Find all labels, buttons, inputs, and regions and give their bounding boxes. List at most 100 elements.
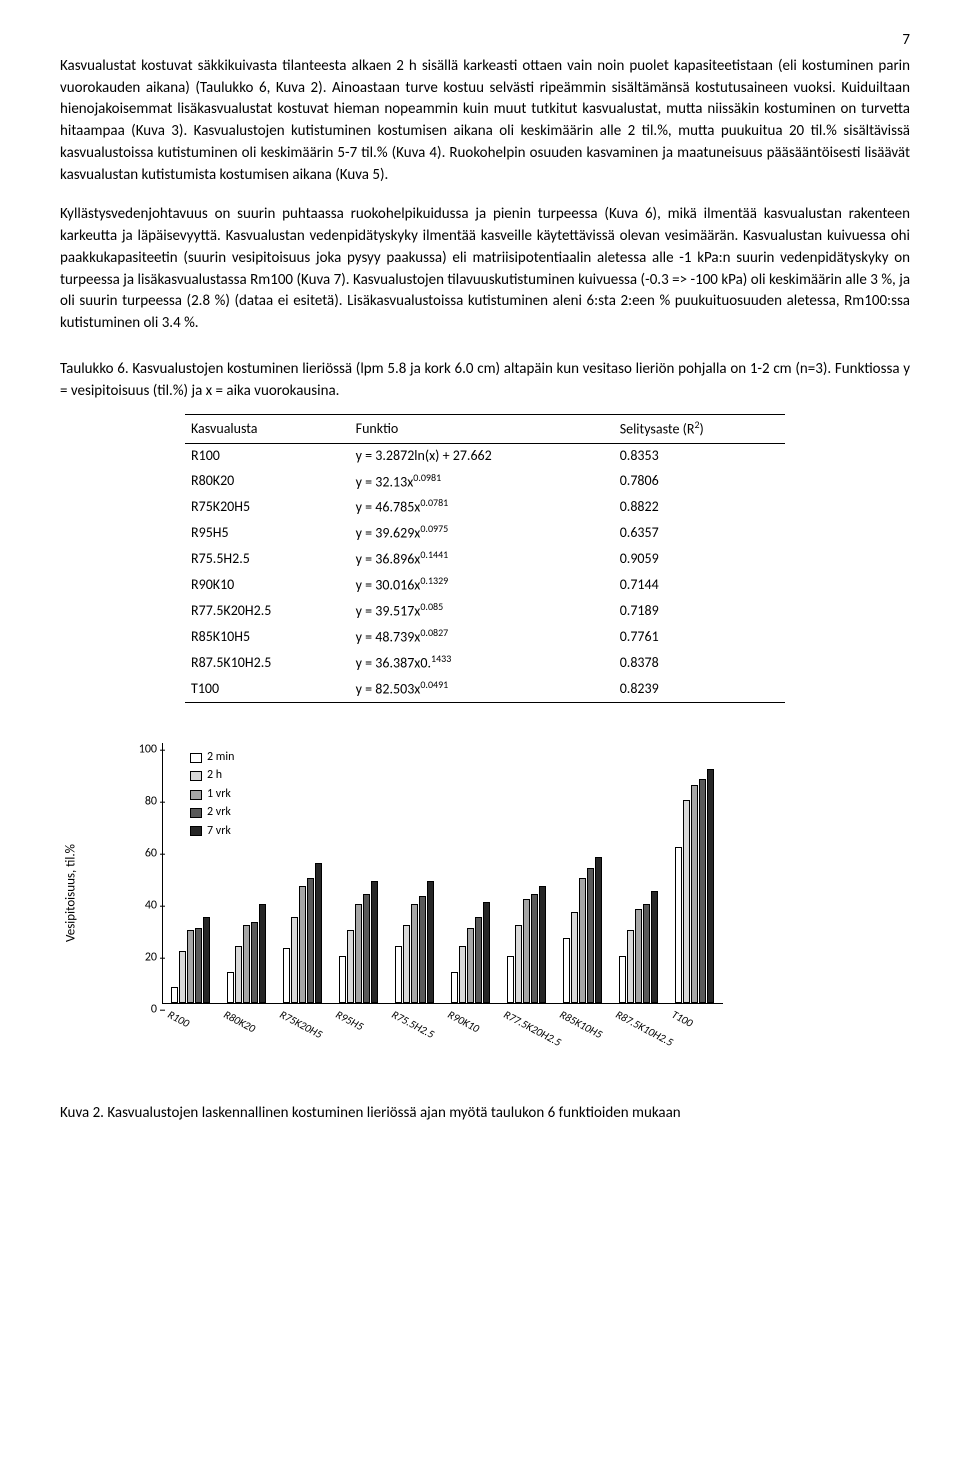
table-6: Kasvualusta Funktio Selitysaste (R2) R10… bbox=[185, 414, 785, 703]
bar bbox=[627, 930, 634, 1003]
y-tick: 100 bbox=[129, 741, 157, 758]
bar-group bbox=[171, 917, 210, 1003]
legend-swatch bbox=[190, 753, 202, 763]
x-tick: R90K10 bbox=[445, 1007, 483, 1037]
bar bbox=[539, 886, 546, 1003]
bar bbox=[347, 930, 354, 1003]
bar bbox=[283, 948, 290, 1003]
plot-area: 020406080100 bbox=[162, 743, 723, 1004]
bar bbox=[619, 956, 626, 1003]
x-tick: R87.5K10H2.5 bbox=[613, 1007, 676, 1051]
bar bbox=[483, 902, 490, 1003]
bar bbox=[363, 894, 370, 1003]
x-tick: R75K20H5 bbox=[277, 1007, 325, 1043]
bar bbox=[243, 925, 250, 1003]
bar bbox=[171, 987, 178, 1003]
x-tick: R75.5H2.5 bbox=[389, 1007, 437, 1043]
bar bbox=[467, 928, 474, 1003]
bar bbox=[251, 922, 258, 1003]
legend-label: 2 h bbox=[207, 767, 222, 784]
legend-label: 7 vrk bbox=[207, 823, 231, 840]
bar-group bbox=[507, 886, 546, 1003]
bar bbox=[691, 785, 698, 1003]
bar bbox=[507, 956, 514, 1003]
bar bbox=[187, 930, 194, 1003]
legend-item: 1 vrk bbox=[190, 786, 234, 803]
bar bbox=[635, 909, 642, 1003]
x-tick: R80K20 bbox=[221, 1007, 259, 1037]
bar bbox=[523, 899, 530, 1003]
bar bbox=[451, 972, 458, 1003]
bar bbox=[459, 946, 466, 1003]
bar-group bbox=[619, 891, 658, 1003]
table-row: R90K10y = 30.016x0.13290.7144 bbox=[185, 572, 785, 598]
paragraph-2: Kyllästysvedenjohtavuus on suurin puhtaa… bbox=[60, 204, 910, 335]
bar bbox=[515, 925, 522, 1003]
bar bbox=[307, 878, 314, 1003]
table-row: R87.5K10H2.5y = 36.387x0.14330.8378 bbox=[185, 650, 785, 676]
legend-item: 2 h bbox=[190, 767, 234, 784]
y-axis-label: Vesipitoisuus, til.% bbox=[63, 844, 82, 942]
table-row: R80K20y = 32.13x0.09810.7806 bbox=[185, 469, 785, 495]
th-funktio: Funktio bbox=[350, 415, 614, 444]
figure-caption: Kuva 2. Kasvualustojen laskennallinen ko… bbox=[60, 1103, 910, 1125]
legend-swatch bbox=[190, 771, 202, 781]
bar-group bbox=[675, 769, 714, 1003]
table-row: R100y = 3.2872ln(x) + 27.6620.8353 bbox=[185, 444, 785, 469]
x-tick: R77.5K20H2.5 bbox=[501, 1007, 564, 1051]
bar bbox=[571, 912, 578, 1003]
bar bbox=[355, 904, 362, 1003]
table-row: R85K10H5y = 48.739x0.08270.7761 bbox=[185, 624, 785, 650]
legend-label: 2 min bbox=[207, 749, 234, 766]
y-tick: 80 bbox=[129, 793, 157, 810]
y-tick: 60 bbox=[129, 845, 157, 862]
legend-item: 2 vrk bbox=[190, 804, 234, 821]
x-tick: R100 bbox=[165, 1007, 193, 1032]
bar bbox=[651, 891, 658, 1003]
bar bbox=[299, 886, 306, 1003]
bar bbox=[579, 878, 586, 1003]
bar-group bbox=[227, 904, 266, 1003]
bar bbox=[675, 847, 682, 1003]
bar bbox=[395, 946, 402, 1003]
bar bbox=[411, 904, 418, 1003]
bar bbox=[427, 881, 434, 1003]
table-caption: Taulukko 6. Kasvualustojen kostuminen li… bbox=[60, 359, 910, 403]
bar bbox=[315, 863, 322, 1003]
bar bbox=[707, 769, 714, 1003]
bar bbox=[259, 904, 266, 1003]
page-number: 7 bbox=[60, 30, 910, 52]
y-tick: 0 bbox=[129, 1001, 157, 1018]
legend-swatch bbox=[190, 808, 202, 818]
y-tick: 40 bbox=[129, 897, 157, 914]
bar bbox=[587, 868, 594, 1003]
table-row: R75K20H5y = 46.785x0.07810.8822 bbox=[185, 494, 785, 520]
legend-item: 2 min bbox=[190, 749, 234, 766]
bar bbox=[179, 951, 186, 1003]
y-tick: 20 bbox=[129, 949, 157, 966]
bar-group bbox=[451, 902, 490, 1003]
bar bbox=[699, 779, 706, 1003]
table-row: R77.5K20H2.5y = 39.517x0.0850.7189 bbox=[185, 598, 785, 624]
bar bbox=[371, 881, 378, 1003]
legend-swatch bbox=[190, 826, 202, 836]
bar bbox=[339, 956, 346, 1003]
chart-kuva-2: Vesipitoisuus, til.% 020406080100 2 min2… bbox=[120, 743, 740, 1043]
table-row: T100y = 82.503x0.04910.8239 bbox=[185, 676, 785, 702]
bar bbox=[419, 896, 426, 1003]
bar bbox=[227, 972, 234, 1003]
bar-group bbox=[395, 881, 434, 1003]
paragraph-1: Kasvualustat kostuvat säkkikuivasta tila… bbox=[60, 56, 910, 187]
x-tick: T100 bbox=[669, 1007, 696, 1031]
bar bbox=[195, 928, 202, 1003]
bar-group bbox=[339, 881, 378, 1003]
x-tick: R95H5 bbox=[333, 1007, 367, 1035]
legend-label: 1 vrk bbox=[207, 786, 231, 803]
bar bbox=[531, 894, 538, 1003]
bar bbox=[291, 917, 298, 1003]
bar-group bbox=[563, 857, 602, 1003]
bar bbox=[683, 800, 690, 1003]
x-tick: R85K10H5 bbox=[557, 1007, 605, 1043]
bar bbox=[643, 904, 650, 1003]
legend-item: 7 vrk bbox=[190, 823, 234, 840]
